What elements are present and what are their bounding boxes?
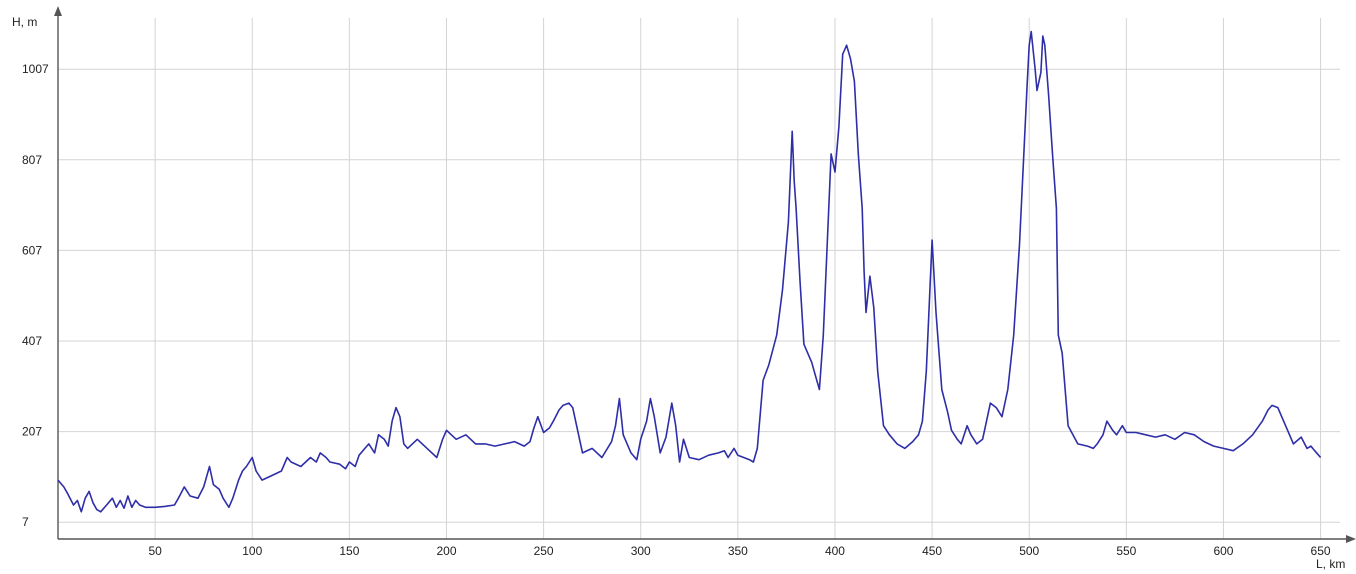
y-tick-label: 207: [22, 425, 42, 439]
y-tick-label: 607: [22, 243, 42, 257]
elevation-series-line: [57, 30, 1322, 513]
x-tick-label: 550: [1116, 544, 1136, 558]
x-tick-label: 200: [436, 544, 456, 558]
x-tick-label: 650: [1311, 544, 1331, 558]
grid-layer: [58, 18, 1340, 539]
x-axis-title: L, km: [1316, 557, 1345, 571]
x-tick-label: 50: [148, 544, 162, 558]
y-tick-label: 7: [22, 515, 29, 529]
x-tick-label: 300: [631, 544, 651, 558]
y-axis-arrow-icon: [54, 6, 62, 16]
x-tick-label: 500: [1019, 544, 1039, 558]
x-tick-label: 600: [1213, 544, 1233, 558]
x-tick-label: 250: [534, 544, 554, 558]
x-tick-label: 150: [339, 544, 359, 558]
tick-labels: 50 100 150 200 250 300 350 400 450 500 550 600 650 7 2…: [22, 62, 1331, 558]
y-tick-label: 407: [22, 334, 42, 348]
axes-layer: [54, 6, 1356, 543]
x-tick-label: 450: [922, 544, 942, 558]
x-tick-label: 400: [825, 544, 845, 558]
x-axis-arrow-icon: [1346, 535, 1356, 543]
y-tick-label: 1007: [22, 62, 49, 76]
y-tick-label: 807: [22, 153, 42, 167]
x-tick-label: 350: [728, 544, 748, 558]
x-tick-label: 100: [242, 544, 262, 558]
y-axis-title: H, m: [12, 15, 37, 29]
